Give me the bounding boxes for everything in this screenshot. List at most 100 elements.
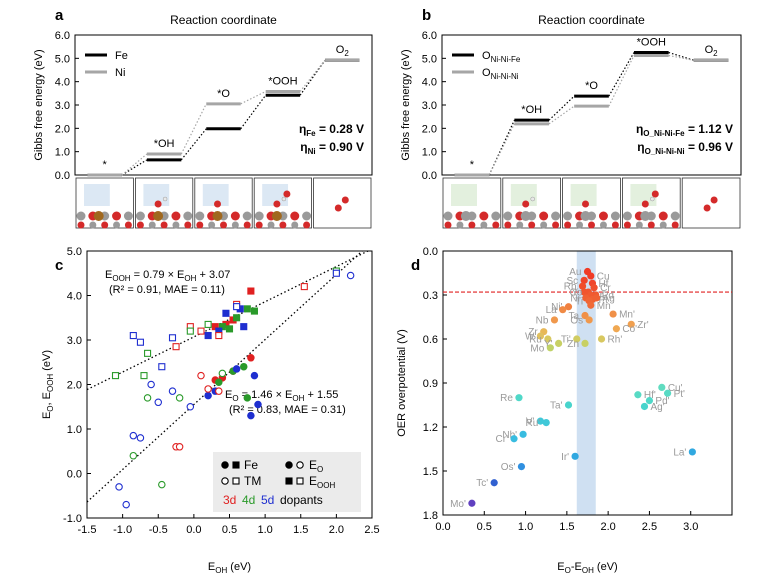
atom (703, 204, 711, 212)
atom (160, 221, 168, 229)
atom (243, 221, 251, 229)
legend-label: ONi-Ni-Ni (482, 67, 519, 81)
point (204, 391, 212, 400)
atom (267, 221, 275, 229)
panel-letter: b (422, 7, 431, 24)
y-axis-label: Gibbs free energy (eV) (33, 49, 45, 160)
connector (121, 159, 148, 176)
atom (564, 221, 572, 229)
point (243, 305, 251, 313)
x-tick-label: -0.5 (149, 524, 168, 536)
point-label: Zn (567, 339, 579, 350)
point (612, 325, 621, 333)
legend-label: 4d (242, 493, 255, 507)
atom (647, 221, 655, 229)
point (186, 402, 195, 411)
point (564, 303, 573, 311)
atom (650, 196, 655, 202)
step-label: *OH (154, 138, 175, 150)
y-tick-label: 6.0 (55, 30, 70, 42)
point-label: Sc (567, 276, 579, 287)
point (158, 363, 166, 371)
point-label: W (525, 332, 535, 343)
chart-title: Reaction coordinate (170, 13, 277, 27)
highlight (202, 184, 229, 206)
point (510, 435, 518, 443)
atom (231, 221, 239, 229)
point (172, 343, 180, 351)
atom (671, 221, 679, 229)
x-tick-label: 2.0 (329, 524, 344, 536)
point-label: Os' (501, 462, 516, 473)
point (536, 417, 545, 425)
point-label: Hf' (644, 390, 656, 401)
legend-marker (232, 461, 240, 469)
point (154, 398, 163, 407)
legend-marker (221, 477, 229, 485)
point-label: Rh (564, 282, 577, 293)
text-part: η (299, 122, 306, 136)
x-tick-label: 0.5 (477, 521, 492, 533)
structure-image (681, 177, 741, 229)
subscript: 2 (344, 49, 349, 58)
atom (93, 211, 104, 221)
y-axis-label: EO, EOOH (eV) (41, 350, 55, 419)
point (517, 463, 526, 471)
point (136, 338, 144, 346)
point (590, 284, 598, 292)
y-tick-label: 2.0 (55, 123, 70, 135)
atom (230, 211, 240, 221)
subscript: Ni (308, 147, 316, 156)
point (197, 371, 205, 380)
connector (608, 55, 635, 107)
atom (599, 221, 607, 229)
atom (271, 211, 282, 221)
point (663, 389, 672, 397)
atom (516, 221, 524, 229)
subscript: Ni-Ni-Ni (491, 72, 519, 81)
point (129, 431, 138, 440)
x-tick-label: 0.0 (435, 521, 450, 533)
point (250, 307, 258, 315)
atom (528, 221, 536, 229)
text-part: O (705, 44, 714, 56)
point-label: Mo (530, 343, 544, 354)
atom (710, 196, 718, 204)
atom (148, 221, 156, 229)
atom (468, 221, 476, 229)
highlight (262, 184, 289, 206)
point (688, 448, 696, 456)
y-axis-label: Gibbs free energy (eV) (400, 49, 412, 160)
point (645, 397, 654, 405)
point-label: Pd' (655, 396, 669, 407)
subscript: OOH (46, 374, 55, 392)
atom (582, 200, 589, 208)
atom (598, 211, 608, 221)
atom (641, 200, 649, 208)
step-label: O2 (705, 44, 719, 58)
subscript: OOH (112, 274, 130, 283)
point (218, 323, 226, 331)
legend-label: EO (309, 458, 323, 474)
x-axis-label: EOH (eV) (208, 561, 251, 575)
x-axis-label: EO-EOH (eV) (557, 561, 617, 575)
point (247, 354, 255, 362)
point (627, 320, 635, 328)
point (147, 380, 155, 389)
y-tick-label: 2.0 (67, 380, 82, 392)
point (158, 480, 166, 489)
point (218, 369, 227, 378)
text-part: = 0.96 V (685, 140, 733, 154)
step-label: *O (585, 80, 598, 92)
point-label: Re (500, 393, 513, 404)
panel-letter: d (411, 257, 420, 274)
point-label: Y (572, 288, 579, 299)
connector (121, 153, 148, 176)
point (144, 349, 152, 357)
text-part: E (41, 412, 53, 419)
point (544, 335, 552, 343)
legend-label: Ni (115, 67, 125, 79)
point-label: Ag' (650, 402, 664, 413)
y-tick-label: 0.0 (422, 170, 437, 182)
y-tick-label: 0.0 (55, 170, 70, 182)
